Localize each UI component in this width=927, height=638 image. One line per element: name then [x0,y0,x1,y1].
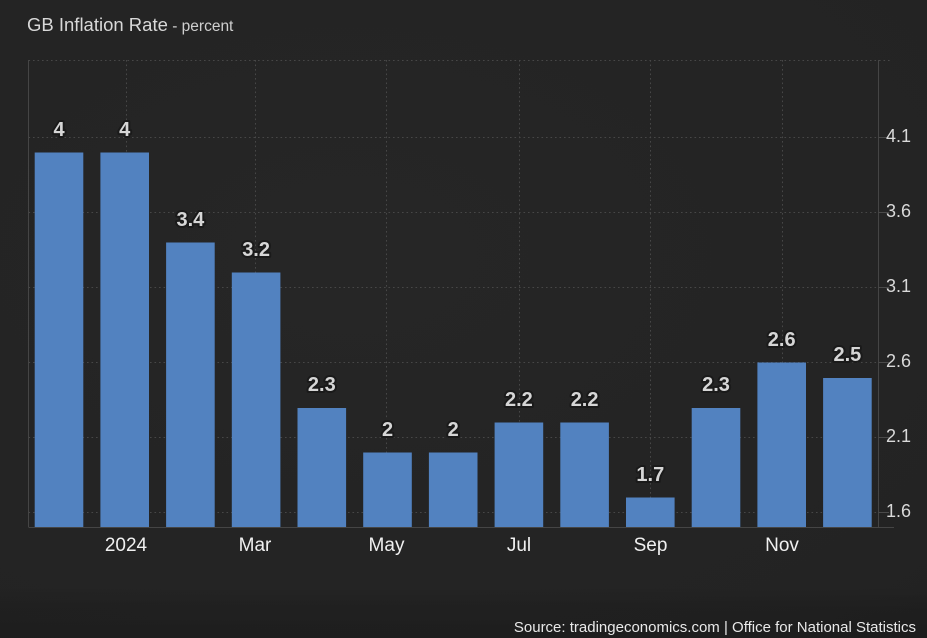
svg-text:Jul: Jul [507,535,531,556]
svg-text:Source: tradingeconomics.com |: Source: tradingeconomics.com | Office fo… [514,619,916,636]
svg-text:2.5: 2.5 [833,344,861,366]
svg-text:3.6: 3.6 [886,201,911,221]
svg-text:2: 2 [382,419,393,441]
svg-text:3.2: 3.2 [242,239,270,261]
svg-text:3.4: 3.4 [176,209,205,231]
svg-text:2024: 2024 [105,535,148,556]
svg-text:May: May [369,535,405,556]
svg-text:GB Inflation Rate - percent: GB Inflation Rate - percent [27,14,234,35]
svg-text:4.1: 4.1 [886,126,911,146]
svg-text:1.7: 1.7 [636,464,664,486]
svg-text:Nov: Nov [765,535,799,556]
svg-text:2.6: 2.6 [886,351,911,371]
svg-text:2: 2 [448,419,459,441]
svg-text:2.6: 2.6 [768,329,796,351]
svg-text:3.1: 3.1 [886,276,911,296]
svg-text:Sep: Sep [634,535,668,556]
svg-text:4: 4 [53,119,65,141]
svg-text:Mar: Mar [239,535,272,556]
svg-text:2.2: 2.2 [571,389,599,411]
svg-text:2.3: 2.3 [702,374,730,396]
svg-text:1.6: 1.6 [886,501,911,521]
svg-text:2.2: 2.2 [505,389,533,411]
svg-text:4: 4 [119,119,131,141]
svg-text:2.1: 2.1 [886,426,911,446]
svg-text:2.3: 2.3 [308,374,336,396]
